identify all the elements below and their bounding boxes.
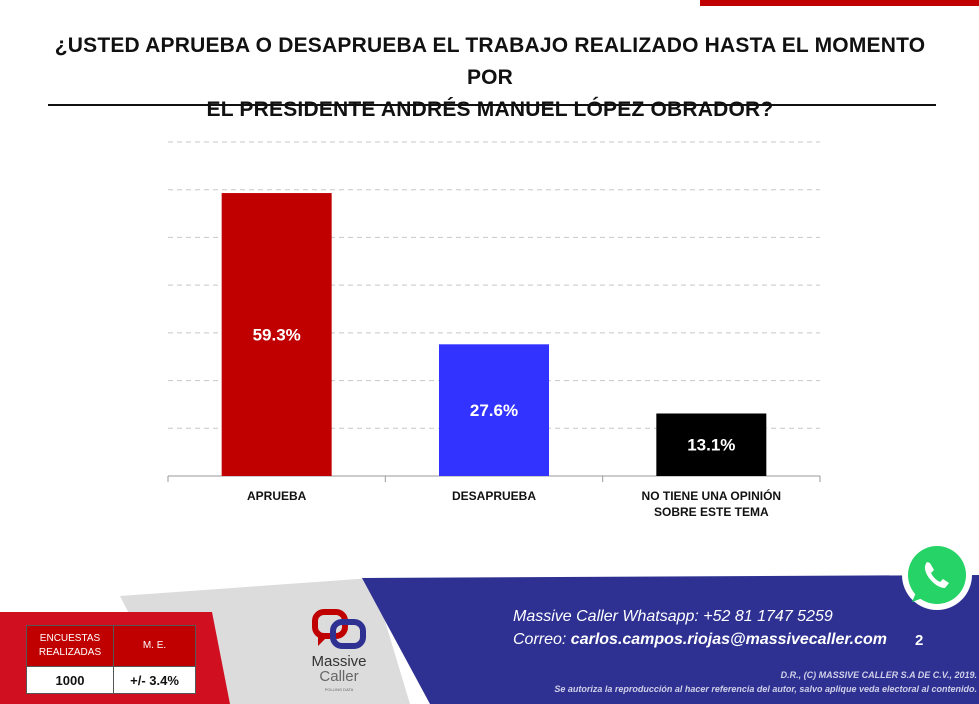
survey-stats-table: ENCUESTAS REALIZADAS M. E. 1000 +/- 3.4% <box>26 625 196 694</box>
category-label: NO TIENE UNA OPINIÓN <box>642 488 782 503</box>
bar-chart: 59.3% APRUEBA 27.6% DESAPRUEBA 13.1% NO TIENE… <box>167 141 821 519</box>
brand-name-line-1: Massive <box>311 653 367 670</box>
category-label: SOBRE ESTE TEMA <box>654 505 769 519</box>
whatsapp-contact: Massive Caller Whatsapp: +52 81 1747 525… <box>513 608 833 625</box>
encuestas-value: 1000 <box>26 666 114 694</box>
data-label: 13.1% <box>687 436 735 455</box>
email-link[interactable]: carlos.campos.riojas@massivecaller.com <box>570 631 888 648</box>
chart-title: ¿USTED APRUEBA O DESAPRUEBA EL TRABAJO R… <box>40 30 940 126</box>
title-line-1: ¿USTED APRUEBA O DESAPRUEBA EL TRABAJO R… <box>54 34 926 89</box>
email-row: Correo: carlos.campos.riojas@massivecall… <box>513 631 887 649</box>
top-accent-bar <box>700 0 979 6</box>
title-line-2: EL PRESIDENTE ANDRÉS MANUEL LÓPEZ OBRADO… <box>206 98 774 121</box>
brand-tagline: POLLING DATA <box>324 687 354 692</box>
brand-name-line-2: Caller <box>319 668 359 685</box>
bar <box>656 413 767 476</box>
email-label: Correo: <box>513 631 571 648</box>
footer-navy-band <box>362 575 979 704</box>
bar <box>439 344 549 476</box>
copyright-text: D.R., (C) MASSIVE CALLER S.A DE C.V., 20… <box>780 670 977 680</box>
brand-name: Massive Caller <box>296 654 382 684</box>
brand-logo-icon <box>312 609 366 649</box>
category-label: APRUEBA <box>247 489 307 503</box>
bar <box>221 193 332 476</box>
margin-error-label: M. E. <box>113 625 196 667</box>
encuestas-label: ENCUESTAS REALIZADAS <box>26 625 114 667</box>
title-divider <box>48 104 936 106</box>
data-label: 27.6% <box>470 401 518 420</box>
data-label: 59.3% <box>253 326 301 345</box>
disclaimer-text: Se autoriza la reproducción al hacer ref… <box>554 684 977 694</box>
margin-error-value: +/- 3.4% <box>113 666 196 694</box>
page-number: 2 <box>915 632 924 649</box>
whatsapp-icon[interactable] <box>902 540 972 610</box>
category-label: DESAPRUEBA <box>452 489 536 503</box>
